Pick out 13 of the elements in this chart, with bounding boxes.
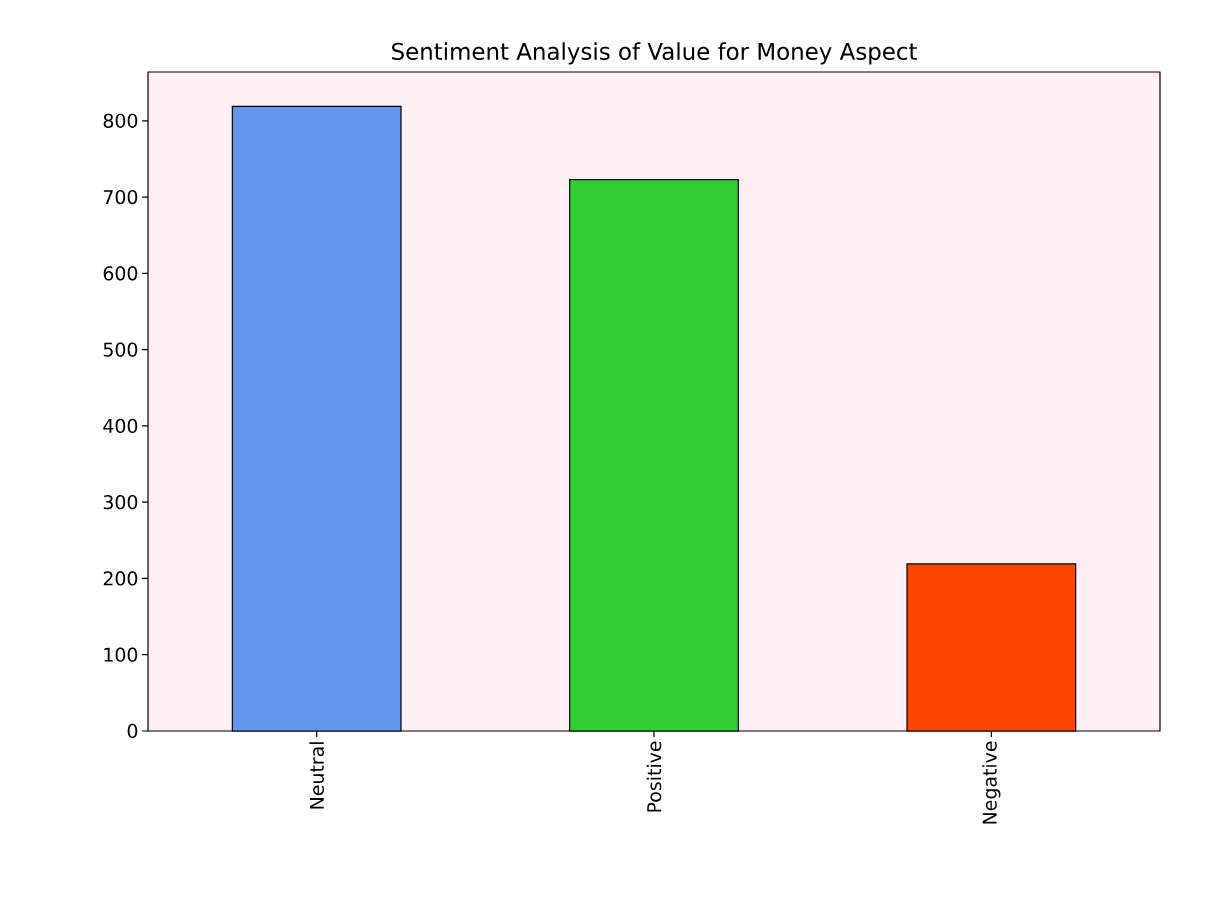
chart-title: Sentiment Analysis of Value for Money Aspect [392, 42, 917, 65]
x-tick-label: Negative [982, 741, 1001, 824]
y-tick-label: 600 [103, 266, 138, 281]
y-tick-label: 200 [103, 571, 138, 586]
y-tick-label: 700 [103, 189, 138, 205]
y-tick-label: 500 [103, 342, 138, 357]
x-tick-label: Positive [646, 741, 662, 812]
x-tick-label: Neutral [309, 742, 324, 809]
y-tick-label: 0 [127, 723, 138, 739]
y-tick-label: 800 [103, 113, 138, 128]
y-tick-label: 300 [103, 495, 138, 510]
y-tick-label: 100 [104, 647, 138, 662]
y-tick-label: 400 [103, 418, 138, 434]
